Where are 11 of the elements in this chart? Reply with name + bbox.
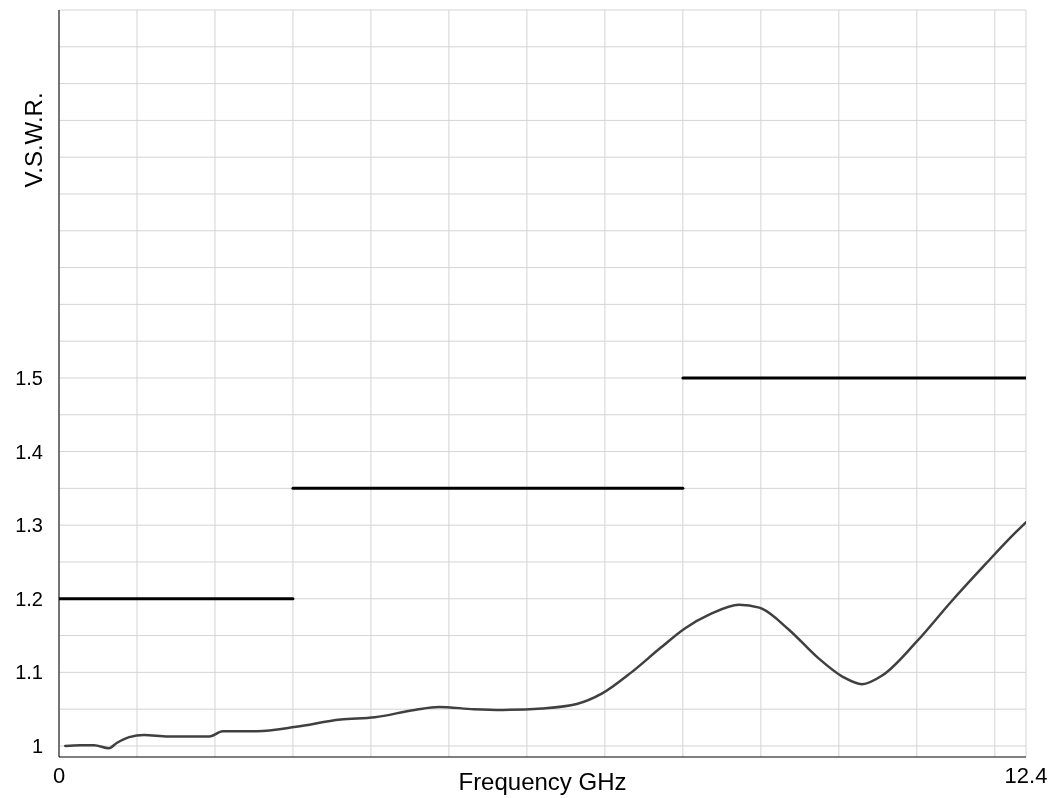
x-axis-title: Frequency GHz [458, 768, 627, 795]
y-tick-label: 1.2 [15, 587, 43, 610]
x-tick-label: 0 [52, 762, 66, 788]
y-tick-label: 1 [31, 735, 43, 758]
y-tick-label: 1.1 [15, 661, 43, 684]
x-tick-label: 12.4 [1004, 762, 1048, 788]
y-axis-title: V.S.W.R. [20, 92, 47, 188]
y-tick-label: 1.3 [15, 514, 43, 537]
y-tick-label: 1.5 [15, 367, 43, 390]
y-tick-label: 1.4 [15, 440, 43, 463]
line-series [63, 520, 1026, 750]
